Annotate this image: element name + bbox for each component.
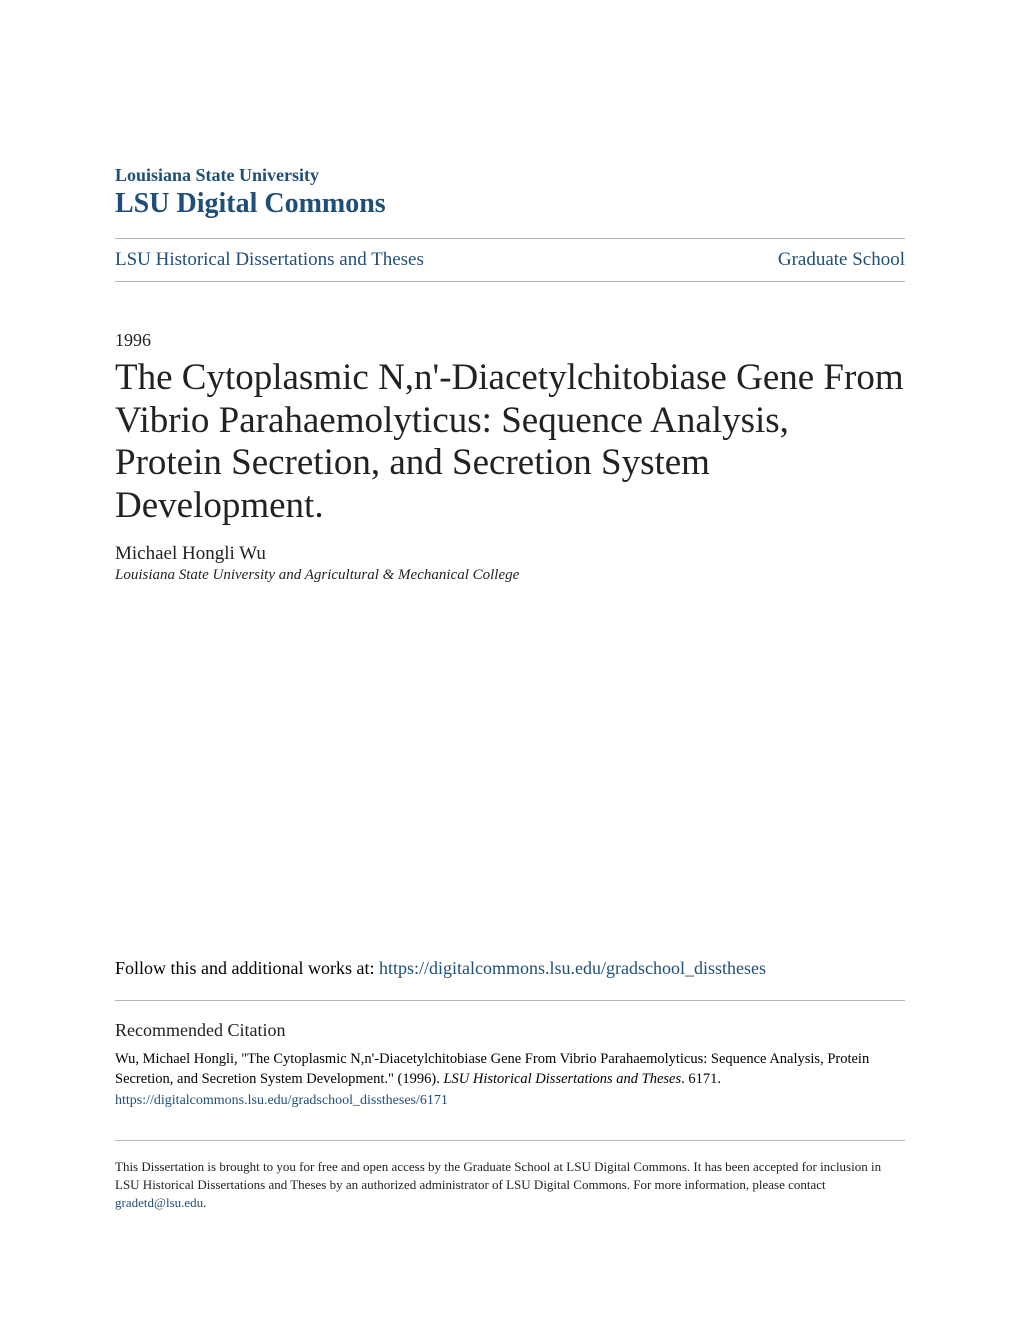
paper-title: The Cytoplasmic N,n'-Diacetylchitobiase … <box>115 357 905 527</box>
author-affiliation: Louisiana State University and Agricultu… <box>115 567 905 584</box>
citation-heading: Recommended Citation <box>115 1018 905 1043</box>
follow-prefix: Follow this and additional works at: <box>115 958 379 978</box>
citation-block: Recommended Citation Wu, Michael Hongli,… <box>115 1018 905 1110</box>
footer-period: . <box>203 1195 206 1210</box>
divider <box>115 1140 905 1141</box>
repository-header: Louisiana State University LSU Digital C… <box>115 165 905 220</box>
citation-url-link[interactable]: https://digitalcommons.lsu.edu/gradschoo… <box>115 1093 448 1108</box>
author-name: Michael Hongli Wu <box>115 543 905 565</box>
divider <box>115 238 905 239</box>
collection-link[interactable]: LSU Historical Dissertations and Theses <box>115 249 424 271</box>
footer-text: This Dissertation is brought to you for … <box>115 1159 881 1192</box>
citation-post: . 6171. <box>681 1071 721 1087</box>
contact-email-link[interactable]: gradetd@lsu.edu <box>115 1195 203 1210</box>
publication-year: 1996 <box>115 330 905 351</box>
graduate-school-link[interactable]: Graduate School <box>778 249 905 271</box>
university-name[interactable]: Louisiana State University <box>115 165 905 186</box>
divider <box>115 1000 905 1001</box>
collection-url-link[interactable]: https://digitalcommons.lsu.edu/gradschoo… <box>379 958 766 978</box>
divider <box>115 281 905 282</box>
repository-name[interactable]: LSU Digital Commons <box>115 188 905 220</box>
citation-text: Wu, Michael Hongli, "The Cytoplasmic N,n… <box>115 1049 905 1090</box>
footer-note: This Dissertation is brought to you for … <box>115 1158 905 1213</box>
breadcrumb-row: LSU Historical Dissertations and Theses … <box>115 249 905 271</box>
follow-line: Follow this and additional works at: htt… <box>115 958 905 979</box>
citation-series: LSU Historical Dissertations and Theses <box>443 1071 681 1087</box>
